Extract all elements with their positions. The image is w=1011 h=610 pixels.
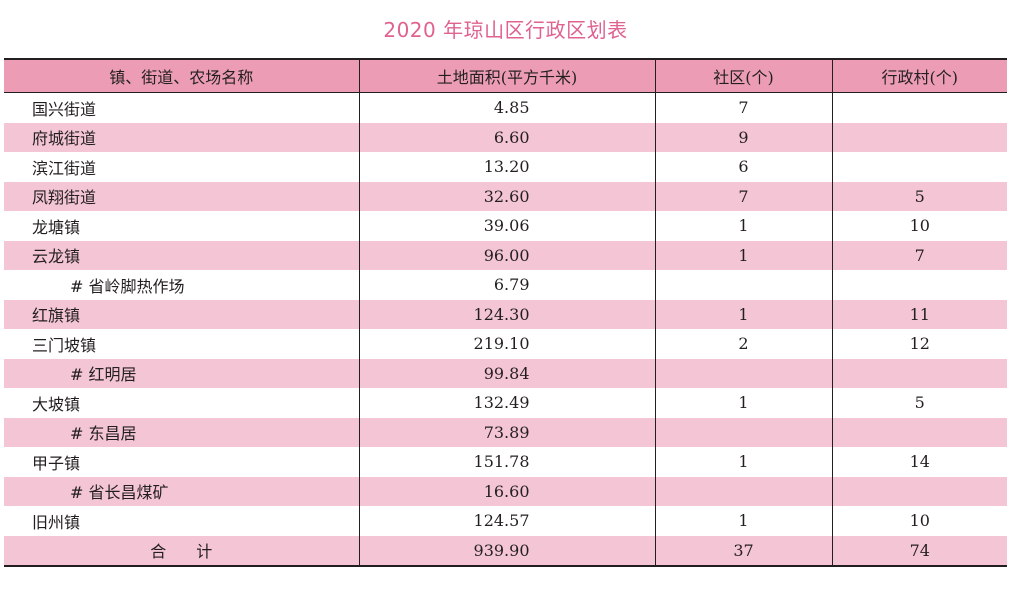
row-community [654,476,832,506]
row-area: 132.49 [358,388,655,418]
row-area: 73.89 [358,417,655,447]
row-community: 1 [654,299,832,329]
row-community: 1 [654,211,832,241]
table-row: 甲子镇 151.78 1 14 [4,447,1007,477]
row-village [831,122,1007,152]
row-area: 16.60 [358,476,655,506]
row-name: 府城街道 [4,122,359,152]
row-name: 龙塘镇 [32,217,81,237]
row-name: 滨江街道 [32,158,97,178]
row-name: 凤翔街道 [4,181,359,211]
row-village [831,92,1007,123]
row-community: 7 [654,92,832,123]
table-row: 红旗镇 124.30 1 11 [4,299,1007,329]
row-village: 11 [831,299,1007,329]
row-name: 红旗镇 [4,299,359,329]
table-row: 云龙镇 96.00 1 7 [4,240,1007,270]
row-name: # 省长昌煤矿 [4,476,359,506]
row-community: 1 [654,506,832,536]
row-name: 大坡镇 [32,394,81,414]
row-area: 6.79 [358,270,655,300]
row-area: 124.30 [358,299,655,329]
row-area: 6.60 [358,122,655,152]
row-community [654,417,832,447]
header-row: 镇、街道、农场名称 土地面积(平方千米) 社区(个) 行政村(个) [4,58,1007,93]
row-village: 10 [831,506,1007,536]
row-village [831,152,1007,182]
row-name: 旧州镇 [32,512,81,532]
row-community: 9 [654,122,832,152]
header-village: 行政村(个) [831,58,1007,93]
header-name: 镇、街道、农场名称 [4,58,359,93]
table-row: 凤翔街道 32.60 7 5 [4,181,1007,211]
row-area: 219.10 [358,329,655,359]
row-area: 32.60 [358,181,655,211]
row-area: 99.84 [358,358,655,388]
row-name: # 东昌居 [4,417,359,447]
row-name: 国兴街道 [32,99,97,119]
row-village: 12 [831,329,1007,359]
table-row: 龙塘镇 39.06 1 10 [4,211,1007,241]
division-table: 镇、街道、农场名称 土地面积(平方千米) 社区(个) 行政村(个) 国兴街道 4… [4,58,1007,567]
table-row: # 红明居 99.84 [4,358,1007,388]
header-area: 土地面积(平方千米) [358,58,655,93]
total-row: 合计 939.90 37 74 [4,535,1007,567]
total-community: 37 [654,535,832,567]
row-village: 10 [831,211,1007,241]
row-name: 三门坡镇 [32,335,97,355]
table-row: # 省岭脚热作场 6.79 [4,270,1007,300]
row-village: 5 [831,388,1007,418]
row-area: 124.57 [358,506,655,536]
row-name: # 红明居 [4,358,359,388]
table-row: 府城街道 6.60 9 [4,122,1007,152]
table-row: 三门坡镇 219.10 2 12 [4,329,1007,359]
row-name: # 省岭脚热作场 [70,276,185,296]
row-community: 1 [654,447,832,477]
row-name: 甲子镇 [32,453,81,473]
table-row: 滨江街道 13.20 6 [4,152,1007,182]
row-community: 7 [654,181,832,211]
total-village: 74 [831,535,1007,567]
row-village: 5 [831,181,1007,211]
row-name: 云龙镇 [4,240,359,270]
header-community: 社区(个) [654,58,832,93]
row-community [654,358,832,388]
row-area: 151.78 [358,447,655,477]
table-row: 旧州镇 124.57 1 10 [4,506,1007,536]
row-community: 6 [654,152,832,182]
row-area: 39.06 [358,211,655,241]
table-row: # 省长昌煤矿 16.60 [4,476,1007,506]
total-label: 合计 [4,535,359,567]
row-community: 1 [654,388,832,418]
table-row: 国兴街道 4.85 7 [4,92,1007,123]
row-village [831,270,1007,300]
row-village [831,358,1007,388]
row-area: 4.85 [358,92,655,123]
row-community: 2 [654,329,832,359]
row-village [831,476,1007,506]
row-village: 7 [831,240,1007,270]
row-village [831,417,1007,447]
row-community [654,270,832,300]
table-row: 大坡镇 132.49 1 5 [4,388,1007,418]
table-row: # 东昌居 73.89 [4,417,1007,447]
row-village: 14 [831,447,1007,477]
table-title: 2020 年琼山区行政区划表 [383,18,628,42]
row-area: 96.00 [358,240,655,270]
total-area: 939.90 [358,535,655,567]
row-area: 13.20 [358,152,655,182]
row-community: 1 [654,240,832,270]
